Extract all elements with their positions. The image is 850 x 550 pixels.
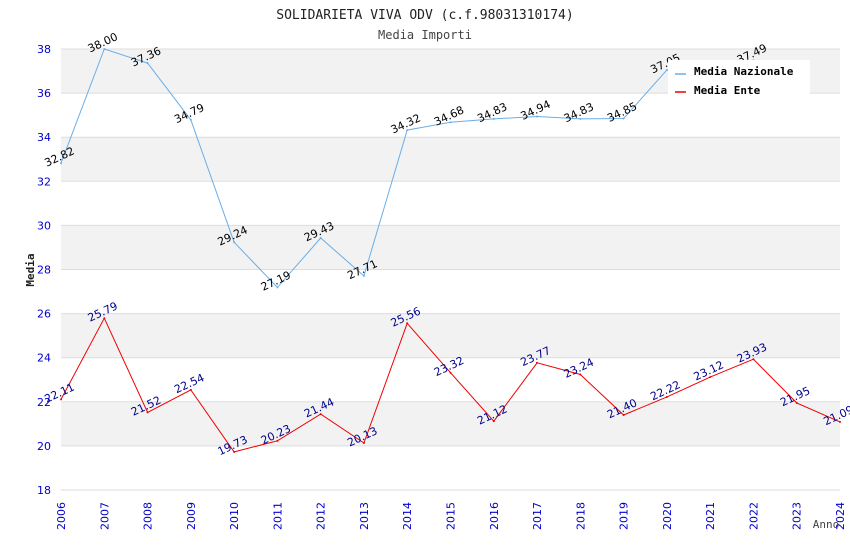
y-axis-label: Media [24, 253, 37, 286]
data-point [492, 420, 495, 423]
plot-band [61, 225, 840, 270]
data-point [622, 117, 625, 120]
data-point [579, 117, 582, 120]
legend-label-nazionale: Media Nazionale [694, 65, 794, 78]
x-tick-label: 2006 [55, 502, 68, 530]
y-tick-label: 20 [37, 440, 51, 453]
data-point [233, 241, 236, 244]
x-tick-label: 2019 [618, 502, 631, 530]
x-tick-label: 2016 [488, 502, 501, 530]
data-point [839, 420, 841, 423]
y-tick-label: 28 [37, 264, 51, 277]
plot-band [61, 401, 840, 446]
legend-box [668, 60, 810, 96]
x-tick-label: 2013 [358, 502, 371, 530]
data-point [449, 371, 452, 374]
y-tick-label: 32 [37, 175, 51, 188]
data-point [579, 373, 582, 376]
x-tick-label: 2023 [791, 502, 804, 530]
plot-band [61, 93, 840, 138]
data-point [276, 286, 279, 289]
data-point [492, 117, 495, 120]
x-axis-label: Anno [813, 518, 840, 531]
x-tick-label: 2012 [315, 502, 328, 530]
x-tick-label: 2009 [185, 502, 198, 530]
y-tick-label: 18 [37, 484, 51, 497]
x-tick-label: 2018 [574, 502, 587, 530]
x-tick-label: 2011 [271, 502, 284, 530]
data-point [362, 274, 365, 277]
data-point [536, 361, 539, 364]
data-point [449, 121, 452, 124]
y-tick-label: 38 [37, 43, 51, 56]
plot-band [61, 181, 840, 226]
y-tick-label: 24 [37, 352, 51, 365]
plot-background [61, 49, 840, 490]
x-tick-label: 2007 [98, 502, 111, 530]
data-point [276, 439, 279, 442]
data-point [103, 48, 106, 50]
data-point [103, 317, 106, 320]
x-tick-label: 2008 [142, 502, 155, 530]
x-tick-label: 2024 [834, 502, 847, 530]
y-axis-ticks: 18 20 22 24 26 28 30 32 34 36 38 [37, 43, 51, 497]
x-tick-label: 2021 [704, 502, 717, 530]
x-tick-label: 2017 [531, 502, 544, 530]
data-point [233, 450, 236, 453]
data-point [60, 162, 62, 165]
x-tick-label: 2014 [401, 502, 414, 530]
data-point [709, 376, 712, 379]
data-point [406, 322, 409, 325]
data-point [319, 236, 322, 239]
data-point [60, 398, 62, 401]
data-point [665, 68, 668, 71]
data-point [189, 388, 192, 391]
plot-band [61, 445, 840, 490]
data-point [146, 62, 149, 65]
gridlines [61, 48, 840, 491]
legend: Media Nazionale Media Ente [668, 60, 810, 97]
chart-title: SOLIDARIETA VIVA ODV (c.f.98031310174) [276, 8, 573, 23]
data-point [622, 414, 625, 417]
data-point [362, 442, 365, 445]
data-point [146, 411, 149, 414]
x-tick-label: 2022 [747, 502, 760, 530]
x-axis-ticks: 2006 2007 2008 2009 2010 2011 2012 2013 2014 2015… [55, 502, 847, 530]
plot-band [61, 313, 840, 358]
plot-band [61, 137, 840, 182]
legend-label-ente: Media Ente [694, 84, 761, 97]
x-tick-label: 2015 [445, 502, 458, 530]
y-tick-label: 34 [37, 131, 51, 144]
plot-band [61, 269, 840, 314]
x-tick-label: 2020 [661, 502, 674, 530]
data-point [752, 358, 755, 361]
data-point [406, 129, 409, 132]
data-point [795, 401, 798, 404]
data-point [665, 395, 668, 398]
chart-subtitle: Media Importi [378, 28, 472, 42]
y-tick-label: 36 [37, 87, 51, 100]
y-tick-label: 22 [37, 396, 51, 409]
data-point [536, 115, 539, 118]
data-point [319, 413, 322, 416]
data-point [189, 118, 192, 121]
plot-band [61, 357, 840, 402]
y-tick-label: 30 [37, 219, 51, 232]
x-tick-label: 2010 [228, 502, 241, 530]
y-tick-label: 26 [37, 308, 51, 321]
